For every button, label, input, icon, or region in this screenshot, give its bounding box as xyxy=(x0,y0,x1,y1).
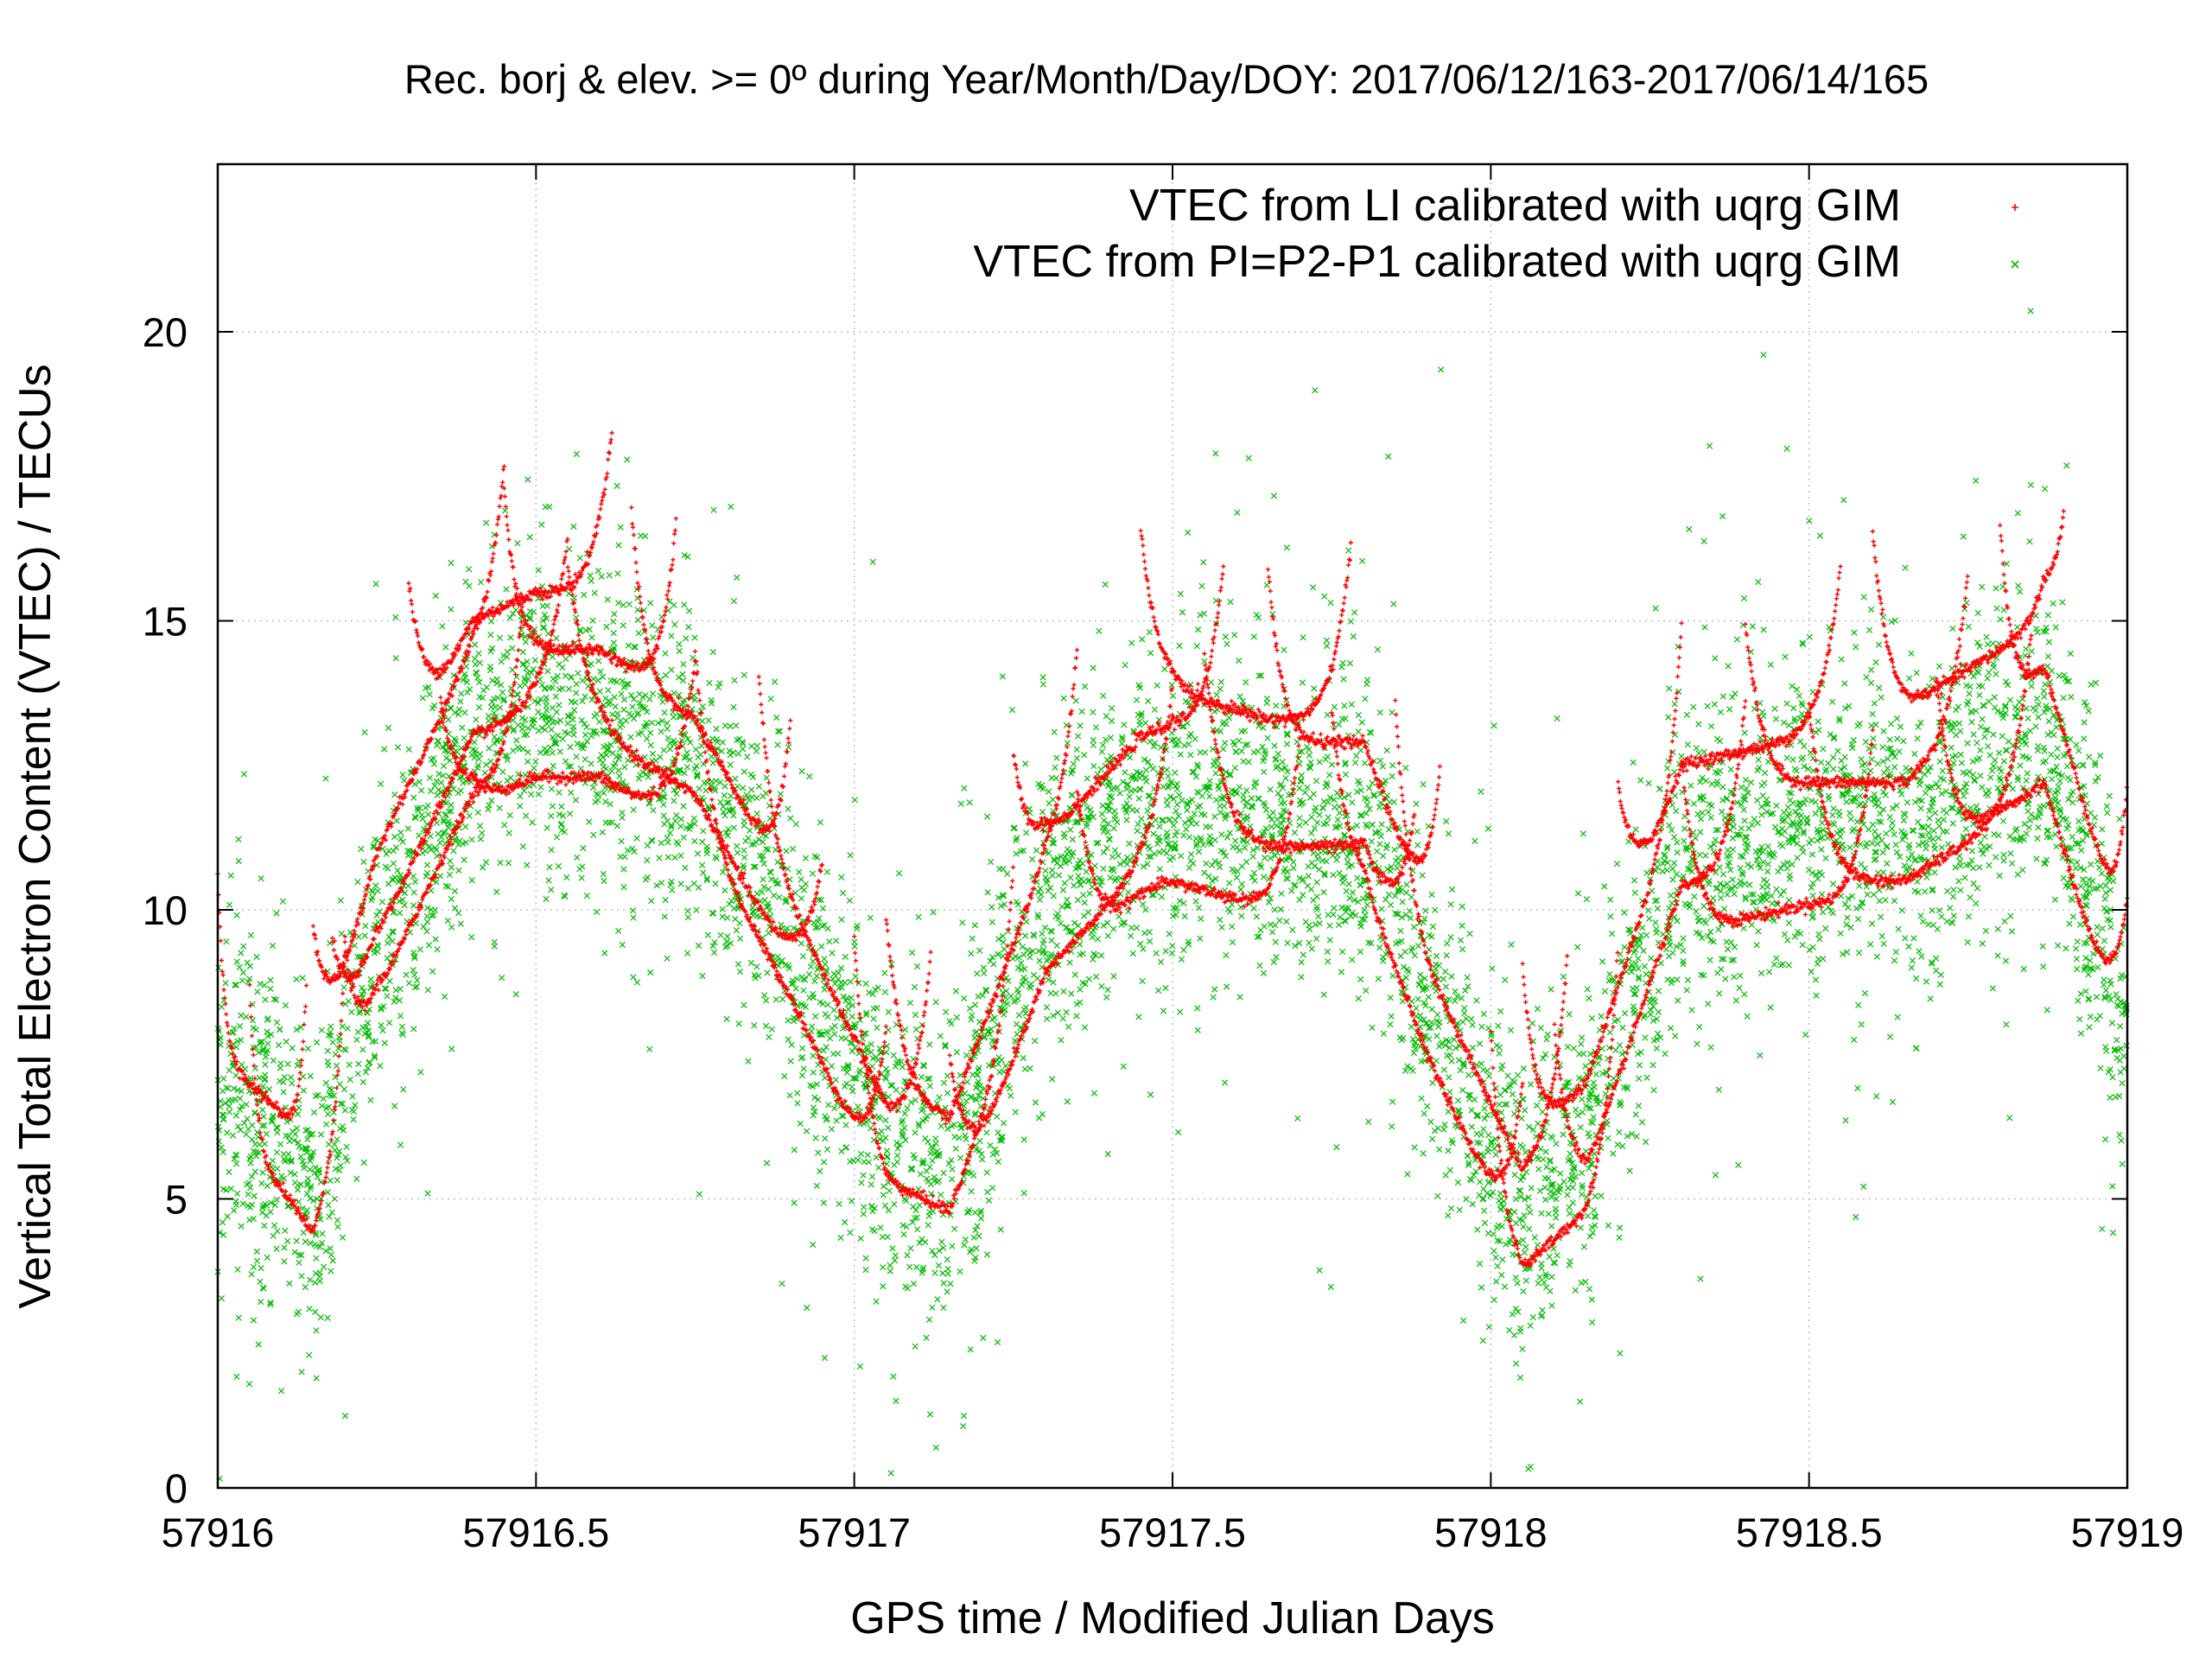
axis-ticks xyxy=(217,164,2128,1489)
x-tick-label: 57918.5 xyxy=(1736,1510,1883,1555)
y-tick-label: 5 xyxy=(165,1177,188,1223)
y-axis-label: Vertical Total Electron Content (VTEC) /… xyxy=(10,364,60,1308)
y-tick-label: 10 xyxy=(143,887,188,933)
y-tick-label: 20 xyxy=(143,309,188,355)
x-tick-label: 57917.5 xyxy=(1099,1510,1246,1555)
chart-title: Rec. borj & elev. >= 0º during Year/Mont… xyxy=(404,56,1929,102)
y-tick-label: 15 xyxy=(143,599,188,645)
legend: VTEC from LI calibrated with uqrg GIM VT… xyxy=(973,181,2019,287)
x-tick-label: 57916.5 xyxy=(462,1510,609,1555)
grid-lines xyxy=(218,164,2127,1488)
legend-cross-marker xyxy=(2011,260,2019,269)
x-tick-label: 57916 xyxy=(162,1510,275,1555)
x-tick-label: 57917 xyxy=(798,1510,911,1555)
x-tick-label: 57918 xyxy=(1434,1510,1548,1555)
legend-marker-li xyxy=(2012,204,2018,211)
legend-label-li: VTEC from LI calibrated with uqrg GIM xyxy=(1129,181,1901,231)
legend-plus-marker xyxy=(2012,204,2018,211)
x-axis-label: GPS time / Modified Julian Days xyxy=(850,1593,1495,1643)
y-tick-label: 0 xyxy=(165,1465,188,1511)
legend-marker-pi xyxy=(2011,260,2019,269)
scatter-points xyxy=(214,308,2130,1482)
x-tick-label: 57919 xyxy=(2071,1510,2184,1555)
legend-label-pi: VTEC from PI=P2-P1 calibrated with uqrg … xyxy=(973,237,1901,287)
